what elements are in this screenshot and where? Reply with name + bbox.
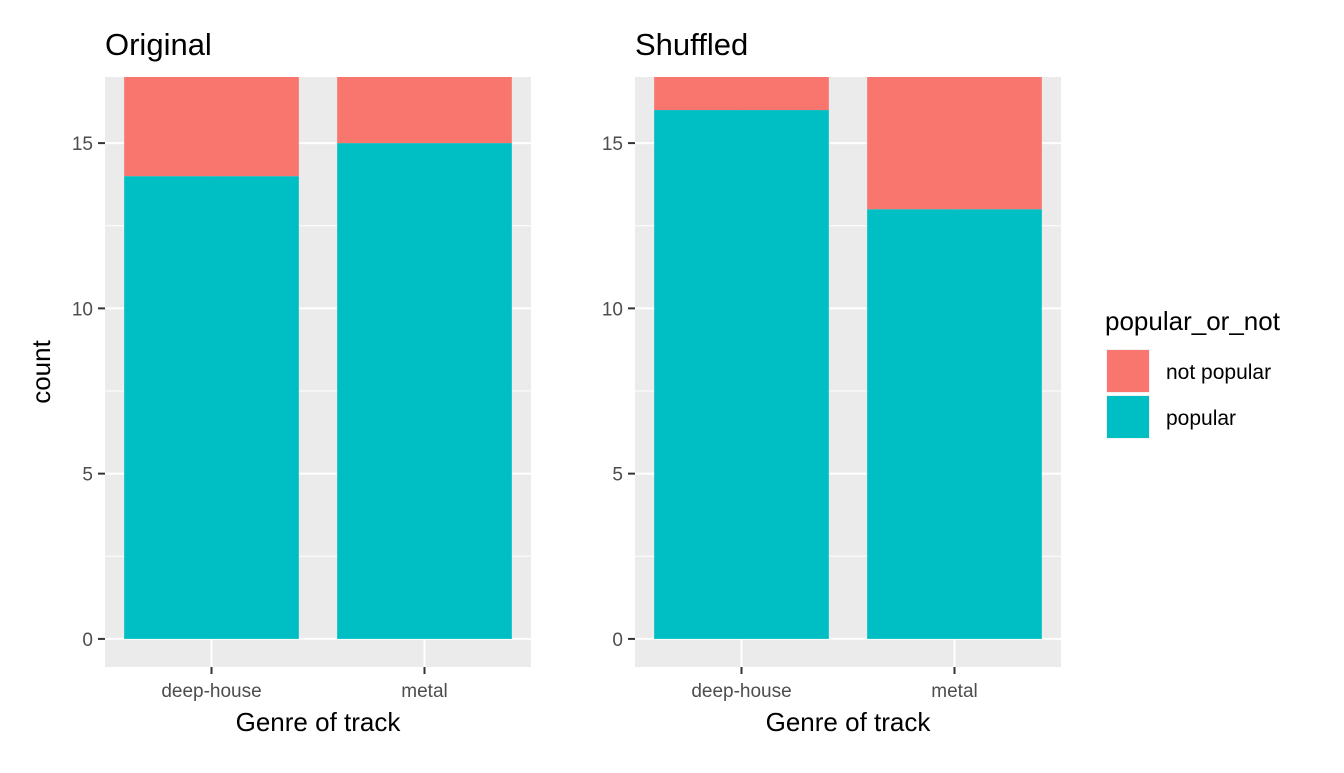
bar-not-popular-metal	[337, 77, 512, 144]
x-axis-title: Genre of track	[766, 707, 932, 737]
x-tick-label: metal	[401, 681, 447, 702]
y-tick-label: 0	[612, 630, 623, 651]
bar-not-popular-metal	[867, 77, 1042, 210]
x-axis-title: Genre of track	[236, 707, 402, 737]
legend-swatch-popular	[1107, 396, 1149, 438]
bar-popular-metal	[867, 209, 1042, 639]
y-tick-label: 10	[602, 299, 623, 320]
legend-title: popular_or_not	[1105, 306, 1281, 336]
y-tick-label: 0	[82, 630, 93, 651]
legend-swatch-not-popular	[1107, 350, 1149, 392]
y-tick-label: 15	[602, 134, 623, 155]
x-tick-label: metal	[931, 681, 977, 702]
bar-popular-deep-house	[654, 110, 829, 639]
y-tick-label: 5	[82, 465, 93, 486]
y-tick-label: 15	[72, 134, 93, 155]
y-tick-label: 10	[72, 299, 93, 320]
bar-popular-metal	[337, 143, 512, 639]
y-tick-label: 5	[612, 465, 623, 486]
legend-label: popular	[1166, 407, 1236, 430]
legend-label: not popular	[1166, 361, 1271, 384]
x-tick-label: deep-house	[161, 681, 261, 702]
x-tick-label: deep-house	[691, 681, 791, 702]
bar-not-popular-deep-house	[124, 77, 299, 177]
y-axis-title: count	[26, 339, 56, 403]
bar-popular-deep-house	[124, 176, 299, 639]
panel-title: Original	[105, 27, 212, 62]
bar-not-popular-deep-house	[654, 77, 829, 111]
panel-title: Shuffled	[635, 27, 748, 62]
